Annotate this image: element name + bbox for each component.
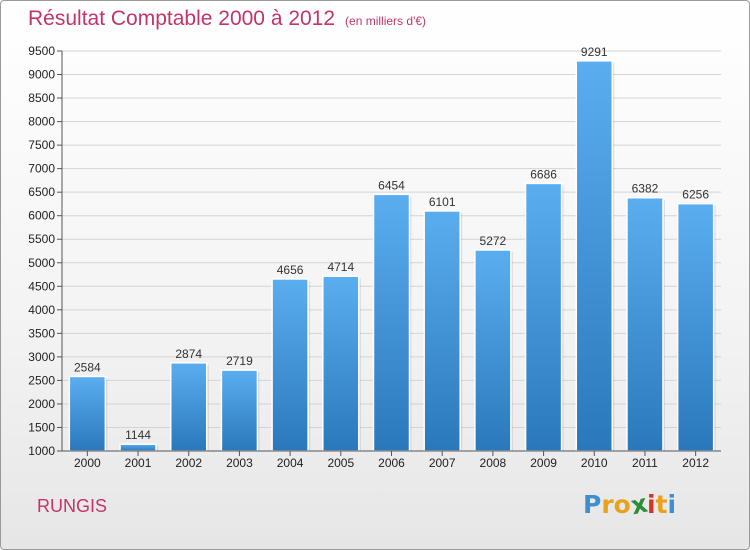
bar-2000 [68,375,107,452]
value-label-2003: 2719 [226,354,253,368]
y-tick-label: 6000 [28,209,55,223]
bar-2003 [220,369,259,452]
x-tick-label-2006: 2006 [378,456,405,470]
y-tick-label: 4500 [28,279,55,293]
bar-2008 [474,249,512,452]
value-label-2008: 5272 [480,234,507,248]
y-tick-label: 4000 [28,303,55,317]
brand-letter: o [613,490,631,519]
y-tick-label: 8000 [28,115,55,129]
x-tick-label-2000: 2000 [74,456,101,470]
x-tick-label-2002: 2002 [175,456,202,470]
value-label-2000: 2584 [74,360,101,374]
x-tick-label-2009: 2009 [530,456,557,470]
chart-title-text: Résultat Comptable 2000 à 2012 [28,7,336,30]
x-tick-label-2001: 2001 [125,456,152,470]
y-tick-label: 6500 [28,185,55,199]
value-label-2007: 6101 [429,195,456,209]
bar-2012 [676,202,715,452]
chart-title: Résultat Comptable 2000 à 2012 (en millie… [28,7,426,31]
x-tick-label-2004: 2004 [277,456,304,470]
value-label-2004: 4656 [277,263,304,277]
axes [61,51,721,452]
x-axis-ticks: 2000 2001 2002 2003 2004 2005 2006 2007 2008 2009… [74,451,709,470]
y-tick-label: 9000 [28,68,55,82]
y-tick-label: 3000 [28,350,55,364]
y-tick-label: 3500 [28,326,55,340]
bar-2010 [575,60,614,452]
bar-2002 [169,362,208,452]
y-tick-label: 8500 [28,91,55,105]
brand-letter: P [583,490,602,519]
x-tick-label-2011: 2011 [632,456,658,470]
y-tick-label: 1500 [28,420,55,434]
bar-2001 [119,443,157,452]
bars: 2584 1144 2874 2719 4656 4714 6454 6101 5272 6686… [68,45,716,452]
value-label-2001: 1144 [125,428,151,442]
y-tick-label: 7500 [28,138,55,152]
y-tick-label: 1000 [28,444,55,458]
value-label-2012: 6256 [682,188,709,202]
value-label-2002: 2874 [175,347,202,361]
x-tick-label-2008: 2008 [480,456,507,470]
brand-letter: r [601,490,614,519]
brand-letter: t [655,490,668,519]
brand-letter: i [667,490,677,519]
value-label-2006: 6454 [378,178,405,192]
bar-2005 [322,275,360,452]
value-label-2010: 9291 [581,45,608,59]
x-tick-label-2003: 2003 [226,456,253,470]
bar-2007 [423,210,461,452]
value-label-2005: 4714 [327,260,354,274]
x-tick-label-2007: 2007 [429,456,456,470]
value-label-2011: 6382 [632,182,659,196]
brand-logo: Proxiti [583,489,677,521]
bar-2004 [271,278,309,452]
bar-2006 [372,193,411,452]
y-tick-label: 5500 [28,232,55,246]
x-tick-label-2005: 2005 [327,456,354,470]
chart-subtitle: (en milliers d'€) [345,14,427,28]
y-tick-label: 2500 [28,373,55,387]
x-tick-label-2012: 2012 [682,456,709,470]
x-tick-label-2010: 2010 [581,456,608,470]
bar-2011 [626,196,664,452]
y-tick-label: 7000 [28,162,55,176]
y-tick-label: 5000 [28,256,55,270]
place-name: RUNGIS [37,496,108,516]
brand-letter: i [647,490,656,519]
y-tick-label: 2000 [28,397,55,411]
y-axis-ticks: 1000 1500 2000 2500 3000 3500 4000 4500 5000 5500… [28,44,62,458]
y-tick-label: 9500 [28,44,55,58]
bar-2009 [524,182,563,452]
value-label-2009: 6686 [530,167,557,181]
